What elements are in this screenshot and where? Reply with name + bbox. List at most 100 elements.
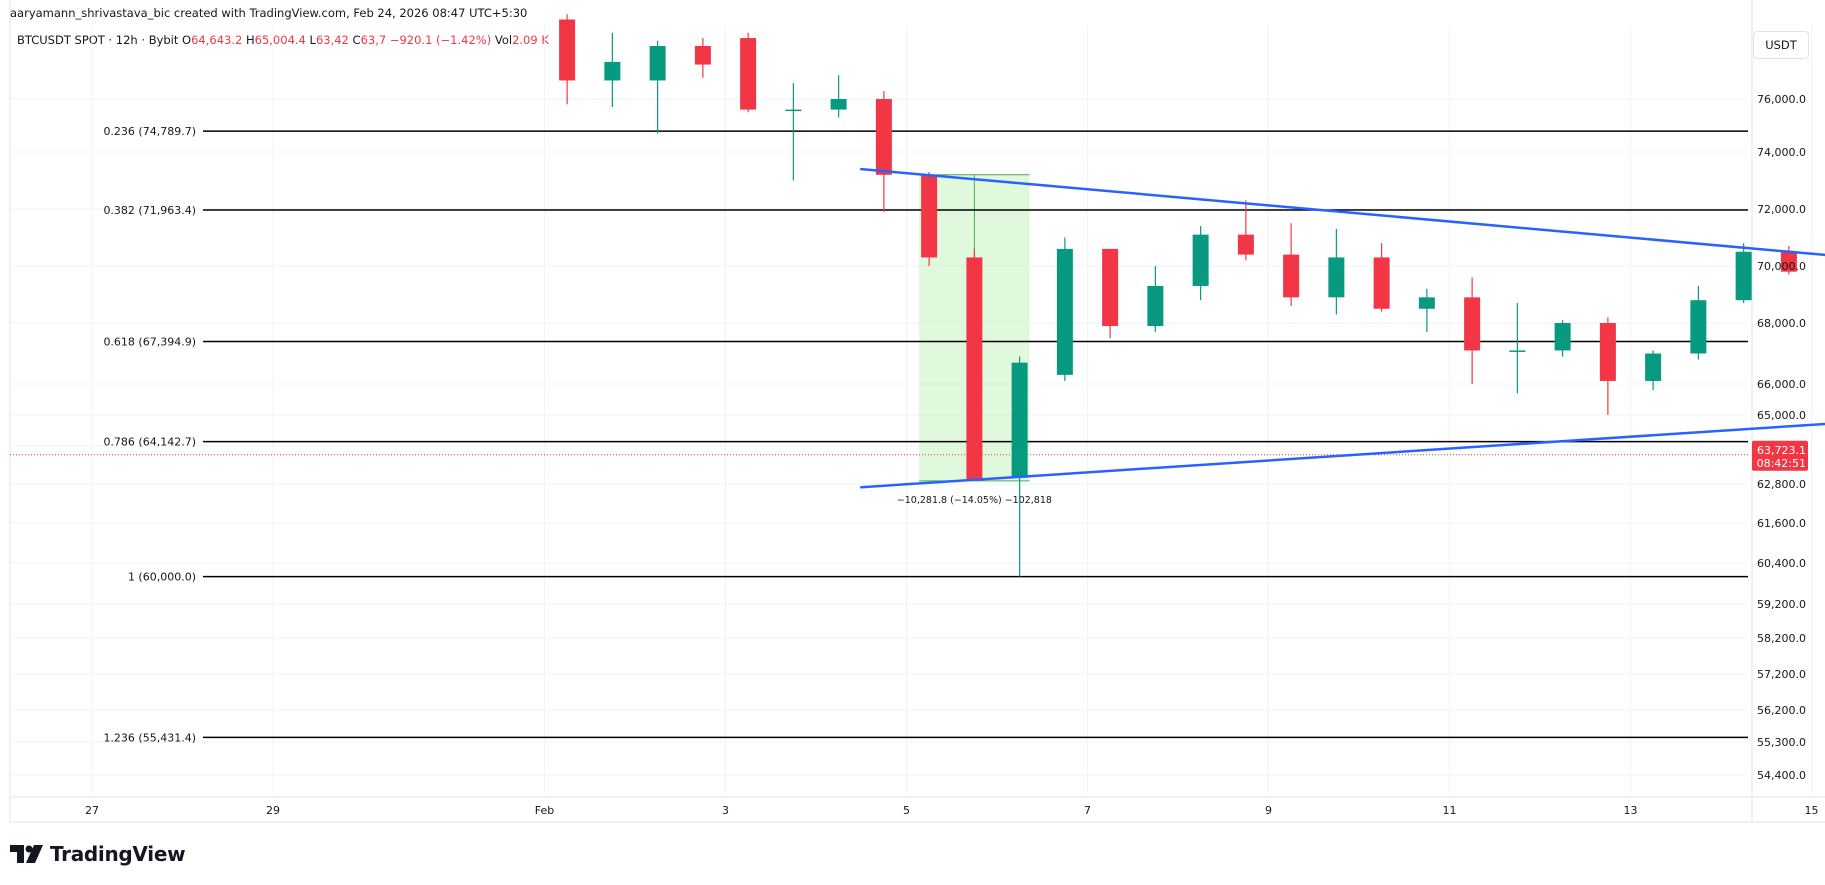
current-price-badge: 63,723.108:42:51	[1752, 440, 1808, 471]
candle-body	[966, 257, 983, 481]
candle-body	[1780, 251, 1797, 272]
time-axis-label: 13	[1624, 804, 1638, 817]
candle-body	[785, 109, 802, 112]
candle-body	[921, 174, 938, 258]
price-axis-label: 55,300.0	[1757, 736, 1806, 749]
candle	[1147, 266, 1164, 333]
candle-body	[1464, 297, 1481, 351]
high-value: H65,004.4	[245, 33, 306, 47]
grid-layer	[9, 0, 1825, 823]
candle	[649, 40, 666, 134]
range-measure-label: −10,281.8 (−14.05%) −102,818	[897, 495, 1052, 506]
candle	[1373, 243, 1390, 312]
candle	[559, 14, 576, 105]
currency-unit-button[interactable]: USDT	[1753, 31, 1809, 59]
volume-value: Vol2.09 K	[494, 33, 549, 47]
low-value: L63,42	[309, 33, 349, 47]
candle-body	[1418, 297, 1435, 309]
time-axis-label: 9	[1265, 804, 1272, 817]
fib-level-label: 0.618 (67,394.9)	[103, 335, 196, 348]
price-axis-label: 60,400.0	[1757, 557, 1806, 570]
candle	[1645, 350, 1662, 391]
price-axis-label: 70,000.0	[1757, 260, 1806, 273]
time-axis-label: Feb	[535, 804, 554, 817]
candle-body	[1509, 350, 1526, 352]
fibonacci-layer: 0.236 (74,789.7) 0.382 (71,963.4) 0.618 (6…	[10, 125, 1748, 744]
candle	[921, 171, 938, 266]
time-axis-label: 5	[903, 804, 910, 817]
tradingview-logo-text: TradingView	[50, 842, 186, 866]
candle-body	[1237, 234, 1254, 255]
candle-body	[740, 38, 757, 110]
candle-body	[875, 99, 892, 175]
candle-body	[1690, 300, 1707, 354]
candle-body	[1373, 257, 1390, 309]
price-axis-label: 74,000.0	[1757, 146, 1806, 159]
range-measure-layer: −10,281.8 (−14.05%) −102,818−9,316.1 (−1…	[897, 174, 1052, 506]
candle-body	[1147, 285, 1164, 327]
candle	[1328, 228, 1345, 315]
candle	[785, 83, 802, 181]
price-axis-label: 61,600.0	[1757, 517, 1806, 530]
time-axis-label: 15	[1805, 804, 1819, 817]
price-axis-label: 76,000.0	[1757, 93, 1806, 106]
candle	[1237, 200, 1254, 261]
candle	[604, 32, 621, 107]
candle	[1599, 317, 1616, 415]
candle	[830, 75, 847, 118]
author-credit: aaryamann_shrivastava_bic created with T…	[10, 6, 528, 20]
price-axis-label: 72,000.0	[1757, 203, 1806, 216]
candle-body	[1554, 323, 1571, 351]
candle-body	[1192, 234, 1209, 286]
time-axis-label: 11	[1443, 804, 1457, 817]
candle-body	[1328, 257, 1345, 298]
fib-level-label: 0.382 (71,963.4)	[103, 204, 196, 217]
candle	[740, 32, 757, 113]
candle	[1102, 248, 1119, 339]
current-price-badge-bg	[1752, 440, 1808, 471]
time-axis-label: 27	[85, 804, 99, 817]
candle-body	[830, 99, 847, 110]
candle	[1283, 223, 1300, 306]
trendline-lower	[860, 422, 1825, 489]
fib-level-label: 0.786 (64,142.7)	[103, 436, 196, 449]
candle	[1735, 243, 1752, 304]
close-value: C63,7	[352, 33, 387, 47]
tradingview-logo[interactable]: TradingView	[10, 842, 186, 866]
price-axis-label: 62,800.0	[1757, 478, 1806, 491]
candle-body	[1283, 254, 1300, 298]
fib-level-label: 0.236 (74,789.7)	[103, 125, 196, 138]
candle	[1554, 320, 1571, 357]
candle-body	[604, 61, 621, 81]
candle-body	[1056, 248, 1073, 375]
candle	[1418, 288, 1435, 333]
candle	[875, 91, 892, 212]
candle	[966, 248, 983, 481]
fib-level-label: 1 (60,000.0)	[128, 571, 196, 584]
open-value: O64,643.2	[182, 33, 243, 47]
time-axis-label: 29	[266, 804, 280, 817]
candle-body	[1735, 251, 1752, 301]
candle-body	[559, 19, 576, 81]
candle	[1690, 285, 1707, 360]
candle-body	[649, 46, 666, 81]
bar-countdown: 08:42:51	[1757, 457, 1806, 470]
axes-layer: 76,000.0 74,000.0 72,000.0 70,000.0 68,000.0…	[85, 93, 1819, 817]
candle-body	[1645, 353, 1662, 381]
candle-body	[1599, 323, 1616, 381]
change-value: −920.1 (−1.42%)	[389, 33, 492, 47]
price-axis-label: 66,000.0	[1757, 378, 1806, 391]
candles-layer	[559, 14, 1797, 577]
triangle-layer	[860, 167, 1825, 489]
fib-level-label: 1.236 (55,431.4)	[103, 731, 196, 744]
candle-body	[1011, 362, 1028, 478]
candle	[694, 38, 711, 78]
price-axis-label: 68,000.0	[1757, 317, 1806, 330]
price-axis-label: 56,200.0	[1757, 704, 1806, 717]
candle	[1464, 277, 1481, 384]
candle	[1011, 356, 1028, 577]
price-axis-label: 58,200.0	[1757, 632, 1806, 645]
symbol-legend: BTCUSDT SPOT · 12h · Bybit O64,643.2 H65…	[17, 33, 549, 47]
symbol-name[interactable]: BTCUSDT SPOT · 12h · Bybit	[17, 33, 179, 47]
